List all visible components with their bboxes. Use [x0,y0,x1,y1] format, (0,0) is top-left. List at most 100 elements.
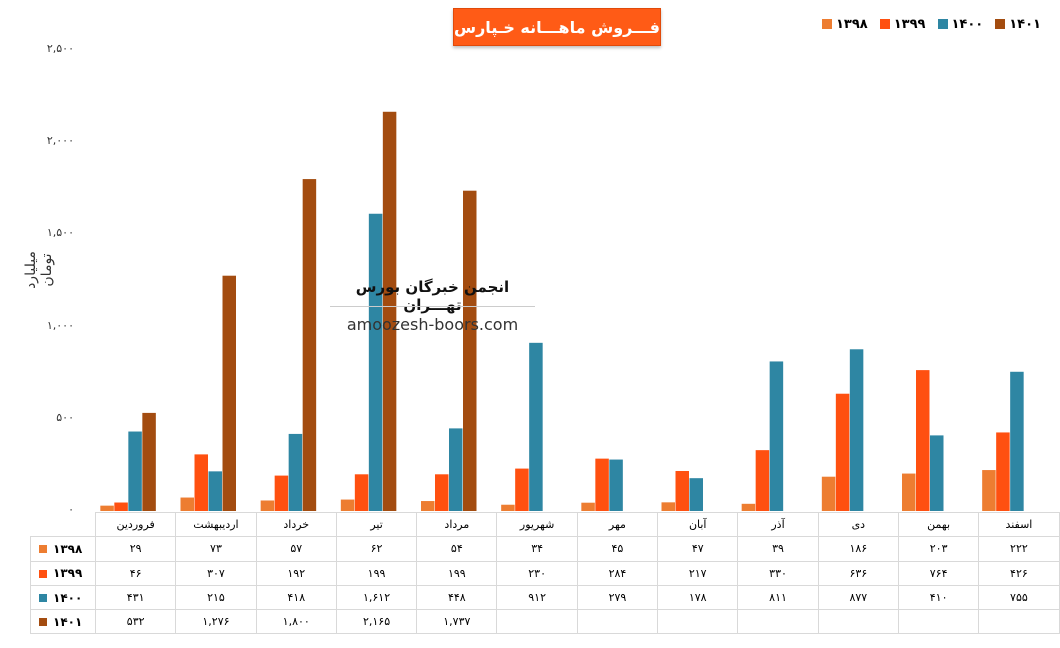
data-label: ۸۱۱ [737,584,819,611]
legend-label: ۱۳۹۹ [893,16,926,32]
bar [302,179,317,511]
legend-item: ۱۴۰۱ [995,17,1041,32]
y-tick-label: ۲,۵۰۰ [46,42,74,55]
bar [435,474,449,511]
category-label: اردیبهشت [175,511,257,538]
legend-item: ۱۳۹۸ [822,17,868,32]
data-label: ۱,۷۳۷ [416,609,498,635]
legend: ۱۳۹۸ ۱۳۹۹ ۱۴۰۰ ۱۴۰۱ [822,14,1052,34]
bar [208,471,222,511]
legend-label: ۱۴۰۰ [951,16,984,32]
bar [769,361,784,511]
legend-swatch [995,19,1006,29]
bar [100,505,114,511]
bar [421,501,435,511]
bar [128,431,142,511]
row-swatch [39,569,47,578]
data-label: ۳۴ [496,536,578,562]
bar [996,432,1010,511]
watermark-title: انجمن خبرگان بورس تهـــران [355,278,510,314]
bar [595,458,609,511]
category-label: مرداد [416,511,498,538]
data-label: ۶۲ [335,536,418,562]
data-label: ۳۹ [737,536,819,562]
category-label: بهمن [897,511,980,538]
data-label: ۵۷ [255,536,337,562]
bar [274,475,289,511]
y-tick-label: ۱,۰۰۰ [46,318,74,332]
legend-label: ۱۳۹۸ [836,16,868,32]
data-label: ۶۳۶ [817,560,899,586]
bar [288,433,303,511]
y-tick-label: ۰ [68,503,74,516]
bar [902,473,916,511]
bar [755,450,770,511]
data-label: ۴۲۶ [978,560,1060,586]
legend-label: ۱۴۰۱ [1009,16,1041,32]
table-row: ۱۳۹۸ ۲۹ ۷۳ ۵۷ ۶۲ ۵۴ ۳۴ ۴۵ ۴۷ ۳۹ ۱۸۶ ۲۰۳ ۲۲۲ [30,536,1060,562]
table-row: ۱۴۰۱ ۵۳۲ ۱,۲۷۶ ۱,۸۰۰ ۲,۱۶۵ ۱,۷۳۷ [30,609,1060,635]
data-label: ۲۰۳ [897,536,980,562]
data-label: ۱۹۹ [416,560,498,586]
data-label: ۱,۲۷۶ [175,609,257,635]
bar [930,435,944,511]
data-label: ۴۷ [657,536,739,562]
legend-swatch [879,19,890,29]
bar [354,474,369,511]
row-header: ۱۳۹۸ [30,536,96,562]
data-label: ۸۷۷ [817,584,899,611]
data-label: ۷۳ [175,536,257,562]
row-header: ۱۳۹۹ [30,560,96,586]
legend-swatch [937,19,948,29]
bar [340,499,355,511]
data-label [737,609,819,635]
data-label: ۲۱۷ [657,560,739,586]
y-tick-label: ۵۰۰ [56,410,74,424]
data-label: ۲۱۵ [175,584,257,611]
row-swatch [39,545,47,554]
category-label: مهر [576,511,659,538]
legend-item: ۱۳۹۹ [879,16,926,32]
bar [368,213,383,511]
chart-title: فـــروش ماهـــانه خـپارس [454,17,660,37]
data-label: ۷۶۴ [897,560,980,586]
y-tick-label: ۱,۵۰۰ [46,226,74,240]
bar [821,476,836,511]
data-label: ۱۹۹ [335,560,418,586]
chart-title-box: فـــروش ماهـــانه خـپارس [453,8,661,46]
bar [741,503,756,511]
legend-swatch [822,19,832,29]
bar [463,190,477,511]
table-row: ۱۴۰۰ ۴۳۱ ۲۱۵ ۴۱۸ ۱,۶۱۲ ۴۴۸ ۹۱۲ ۲۷۹ ۱۷۸ ۸۱۱ ۸۷۷ ۴۱۰ ۷… [30,584,1060,611]
bar-plot [100,111,1024,512]
bar [142,412,156,511]
row-swatch [39,618,47,627]
row-label: ۱۴۰۱ [53,614,83,629]
data-label: ۱۹۲ [255,560,337,586]
bar [849,349,864,511]
row-swatch [39,594,47,603]
watermark-divider [330,306,535,307]
row-label: ۱۳۹۸ [53,541,83,556]
category-label: شهریور [496,511,578,538]
data-label: ۱۷۸ [657,584,739,611]
bar [661,502,675,511]
bar [382,111,397,512]
watermark-url: amoozesh-boors.com [346,315,519,334]
data-label: ۱۸۶ [817,536,899,562]
table-corner [31,513,96,537]
category-label: اسفند [978,511,1060,538]
data-label [817,609,899,635]
data-label: ۹۱۲ [496,584,578,611]
legend-item: ۱۴۰۰ [937,16,984,32]
data-label: ۲۳۰ [496,560,578,586]
data-label: ۲۸۴ [576,560,659,586]
category-label: دی [817,511,899,538]
data-label: ۵۴ [416,536,498,562]
bar [194,454,208,511]
data-label: ۷۵۵ [978,584,1060,611]
data-label: ۲۲۲ [978,536,1060,562]
bar [982,470,996,511]
bar [835,393,850,511]
